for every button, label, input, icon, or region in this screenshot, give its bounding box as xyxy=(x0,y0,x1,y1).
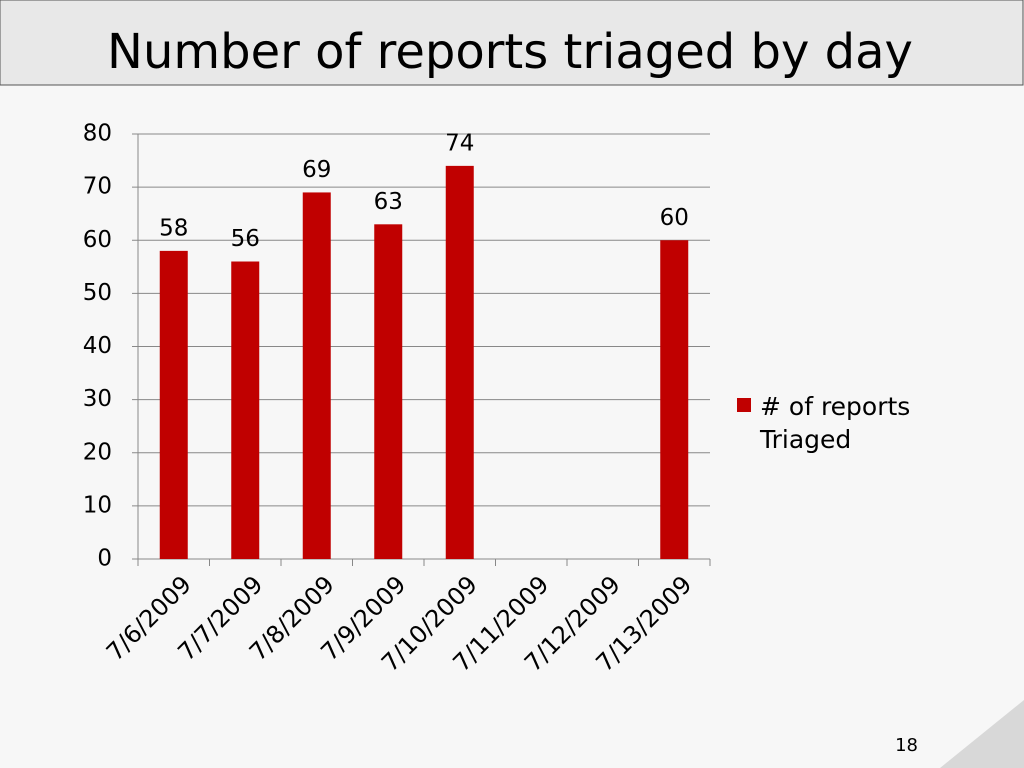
bar xyxy=(374,224,403,559)
bar xyxy=(159,250,188,559)
title-band xyxy=(0,0,1024,86)
value-label: 58 xyxy=(159,215,188,241)
y-tick-label: 30 xyxy=(83,386,112,412)
value-label: 74 xyxy=(445,130,474,156)
y-tick-label: 70 xyxy=(83,174,112,200)
legend-swatch xyxy=(737,398,751,412)
y-tick-label: 60 xyxy=(83,227,112,253)
corner-decoration xyxy=(940,700,1024,768)
y-tick-label: 0 xyxy=(97,546,112,572)
legend-label: # of reports Triaged xyxy=(760,392,911,454)
y-tick-label: 40 xyxy=(83,333,112,359)
value-label: 56 xyxy=(231,226,260,252)
y-tick-label: 10 xyxy=(83,492,112,518)
slide-number: 18 xyxy=(895,735,918,756)
value-label: 60 xyxy=(660,205,689,231)
y-tick-label: 50 xyxy=(83,280,112,306)
y-tick-label: 80 xyxy=(83,121,112,147)
y-tick-label: 20 xyxy=(83,439,112,465)
value-label: 69 xyxy=(302,157,331,183)
bar xyxy=(660,240,689,559)
bar xyxy=(445,165,474,559)
value-label: 63 xyxy=(374,189,403,215)
bar xyxy=(231,261,260,559)
bar xyxy=(302,192,331,559)
chart-title: Number of reports triaged by day xyxy=(107,24,913,80)
